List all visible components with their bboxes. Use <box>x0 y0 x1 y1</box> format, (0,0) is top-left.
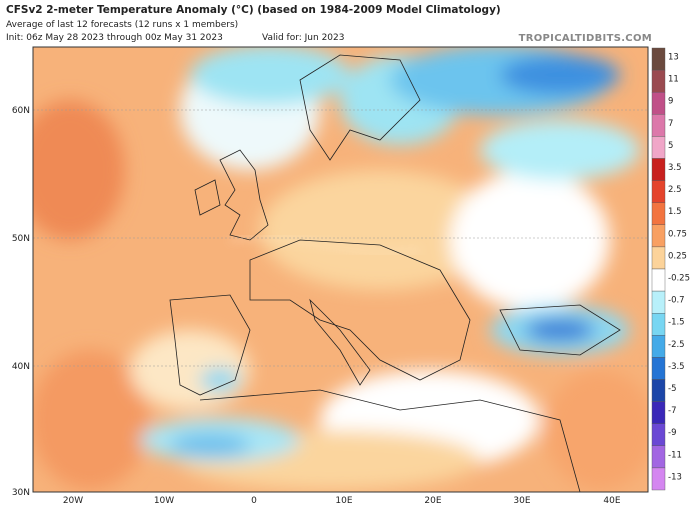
colorbar-label: -9 <box>668 428 676 438</box>
colorbar-swatch <box>651 224 666 248</box>
map-frame <box>32 46 649 493</box>
map-field <box>33 47 648 492</box>
longitude-label: 10W <box>154 496 174 506</box>
colorbar-swatch <box>651 423 666 447</box>
colorbar-swatch <box>651 180 666 203</box>
title: CFSv2 2-meter Temperature Anomaly (°C) (… <box>6 4 501 16</box>
colorbar-label: -1.5 <box>668 318 685 328</box>
colorbar-label: -7 <box>668 406 676 416</box>
colorbar-swatch <box>651 401 666 424</box>
gridlines <box>33 109 648 367</box>
colorbar-label: 2.5 <box>668 185 682 195</box>
colorbar-swatch <box>651 268 666 292</box>
colorbar-label: 13 <box>668 53 679 63</box>
latitude-label: 40N <box>12 362 30 372</box>
subtitle: Average of last 12 forecasts (12 runs x … <box>6 20 238 30</box>
latitude-label: 50N <box>12 234 30 244</box>
longitude-label: 40E <box>603 496 620 506</box>
coastlines <box>169 54 621 492</box>
latitude-label: 60N <box>12 106 30 116</box>
watermark: TROPICALTIDBITS.COM <box>519 33 652 44</box>
latitude-label: 30N <box>12 488 30 498</box>
longitude-label: 10E <box>335 496 352 506</box>
colorbar-label: 11 <box>668 75 679 85</box>
colorbar-swatch <box>651 158 666 181</box>
longitude-label: 20W <box>63 496 83 506</box>
colorbar-label: -2.5 <box>668 340 685 350</box>
colorbar-label: -0.7 <box>668 296 685 306</box>
colorbar-swatch <box>651 379 666 402</box>
colorbar-label: 3.5 <box>668 163 682 173</box>
valid-time: Valid for: Jun 2023 <box>262 33 345 43</box>
colorbar-swatch <box>651 91 666 115</box>
colorbar-swatch <box>651 290 666 314</box>
colorbar-swatch <box>651 202 666 225</box>
colorbar-swatch <box>651 445 666 469</box>
longitude-label: 0 <box>251 496 257 506</box>
colorbar-label: 0.25 <box>668 251 687 261</box>
colorbar-swatch <box>651 69 666 93</box>
colorbar-swatch <box>651 136 666 159</box>
colorbar-label: -5 <box>668 384 676 394</box>
colorbar-label: -13 <box>668 472 682 482</box>
longitude-label: 30E <box>513 496 530 506</box>
longitude-labels: 20W 10W 0 10E 20E 30E 40E <box>63 496 621 506</box>
colorbar-label: 7 <box>668 119 673 129</box>
colorbar-swatch <box>651 246 666 270</box>
colorbar-label: 1.5 <box>668 207 682 217</box>
colorbar-swatch <box>651 335 666 358</box>
colorbar-swatch <box>651 47 666 71</box>
latitude-labels: 60N 50N 40N 30N <box>12 106 30 498</box>
colorbar-swatch <box>651 313 666 336</box>
colorbar-label: 9 <box>668 97 673 107</box>
colorbar: 13 11 9 7 5 3.5 2.5 1.5 0.75 0.25 -0.25 -0.7 -1.5 -2.… <box>651 47 690 491</box>
longitude-label: 20E <box>424 496 441 506</box>
colorbar-swatch <box>651 467 666 491</box>
colorbar-label: -11 <box>668 450 682 460</box>
colorbar-swatch <box>651 114 666 137</box>
colorbar-label: 5 <box>668 141 673 151</box>
init-time: Init: 06z May 28 2023 through 00z May 31… <box>6 33 223 43</box>
colorbar-label: -0.25 <box>668 274 690 284</box>
colorbar-label: 0.75 <box>668 229 687 239</box>
colorbar-label: -3.5 <box>668 362 685 372</box>
colorbar-swatch <box>651 357 666 380</box>
